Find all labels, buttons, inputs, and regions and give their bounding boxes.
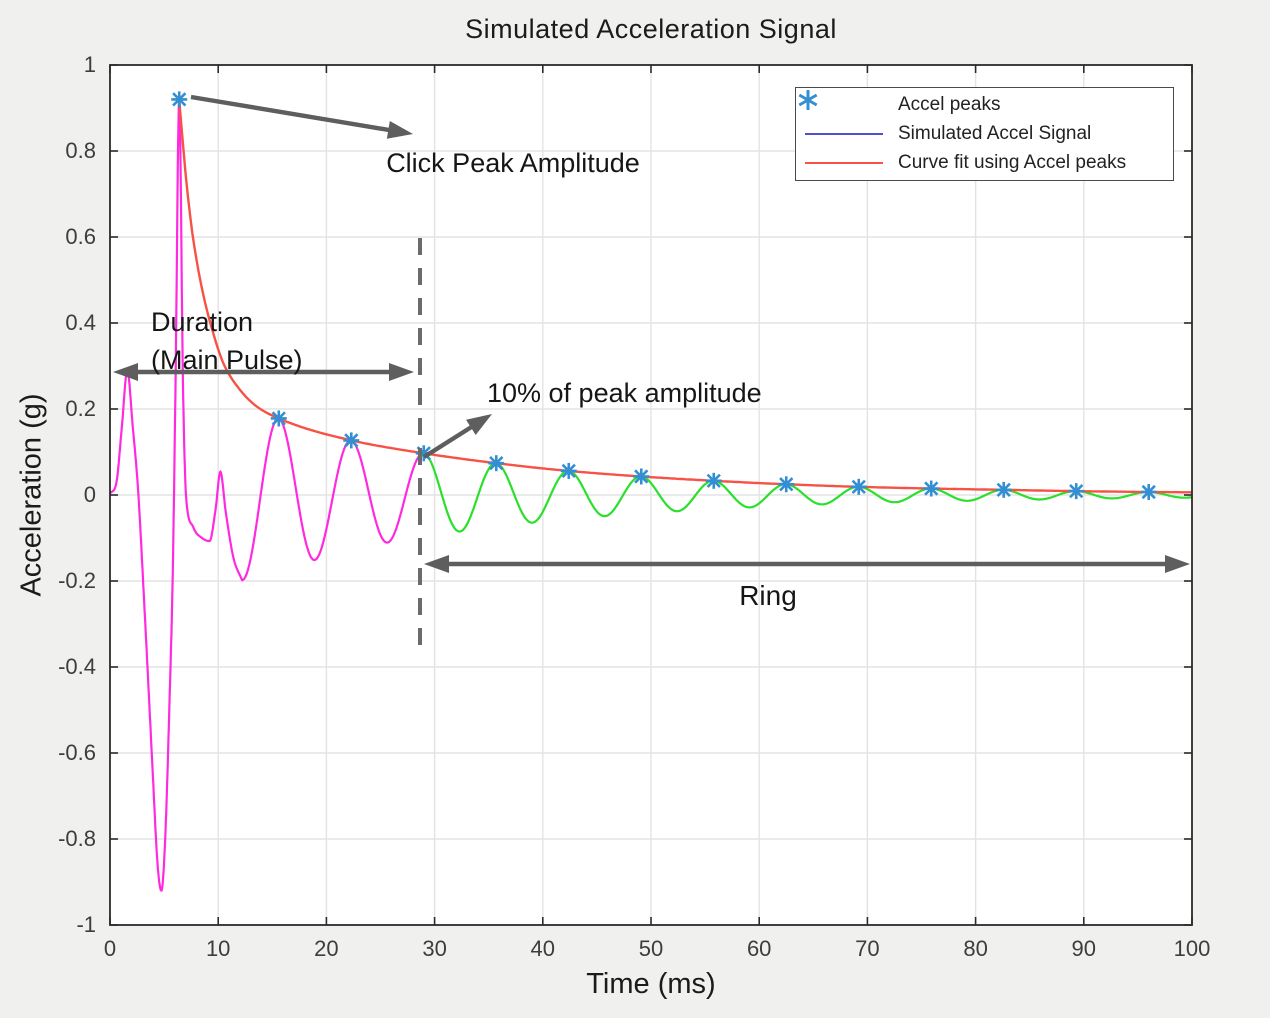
peak-asterisk-marker bbox=[343, 432, 360, 449]
asterisk-stroke bbox=[271, 411, 286, 426]
plot-border bbox=[109, 64, 1193, 926]
peak-asterisk-marker bbox=[1140, 483, 1157, 500]
asterisk-stroke bbox=[924, 481, 939, 496]
peak-asterisk-marker bbox=[270, 410, 287, 427]
peak-asterisk-marker bbox=[633, 468, 650, 485]
ten-percent-arrow-head bbox=[466, 414, 492, 435]
asterisk-stroke bbox=[172, 92, 187, 107]
ring-arrow-head bbox=[424, 555, 449, 573]
click-peak-arrow-head bbox=[386, 121, 413, 139]
asterisk-stroke bbox=[344, 433, 359, 448]
asterisk-stroke bbox=[706, 473, 721, 488]
click-peak-arrow-shaft bbox=[190, 94, 394, 133]
asterisk-stroke bbox=[779, 477, 794, 492]
peak-asterisk-marker bbox=[923, 480, 940, 497]
main-pulse-curve bbox=[109, 99, 424, 892]
asterisk-stroke bbox=[561, 463, 576, 479]
asterisk-stroke bbox=[851, 479, 866, 494]
asterisk-stroke bbox=[1141, 484, 1156, 500]
peak-asterisk-marker bbox=[171, 91, 188, 108]
asterisk-stroke bbox=[634, 469, 649, 484]
peak-asterisk-marker bbox=[1068, 483, 1085, 500]
ten-percent-arrow-shaft bbox=[422, 422, 477, 459]
peak-asterisk-marker bbox=[705, 472, 722, 489]
duration-arrow-head bbox=[389, 363, 414, 381]
peak-asterisk-marker bbox=[560, 462, 577, 479]
asterisk-stroke bbox=[996, 482, 1011, 497]
peak-asterisk-marker bbox=[488, 455, 505, 472]
asterisk-stroke bbox=[489, 456, 504, 471]
ring-curve bbox=[423, 452, 1193, 533]
duration-arrow-head bbox=[113, 363, 138, 381]
ring-arrow-head bbox=[1165, 555, 1190, 573]
peak-asterisk-marker bbox=[850, 478, 867, 495]
asterisk-stroke bbox=[1069, 484, 1084, 499]
peak-asterisk-marker bbox=[995, 481, 1012, 498]
peak-asterisk-marker bbox=[778, 476, 795, 493]
